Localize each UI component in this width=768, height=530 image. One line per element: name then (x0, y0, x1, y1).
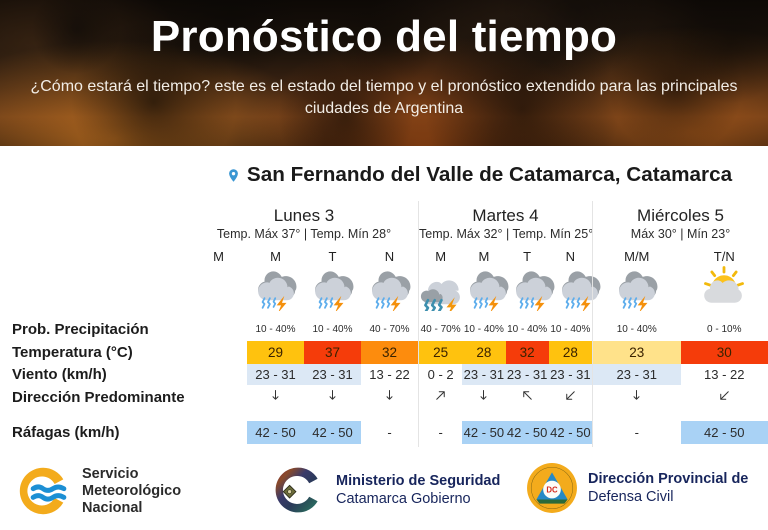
svg-text:DC: DC (546, 486, 558, 495)
